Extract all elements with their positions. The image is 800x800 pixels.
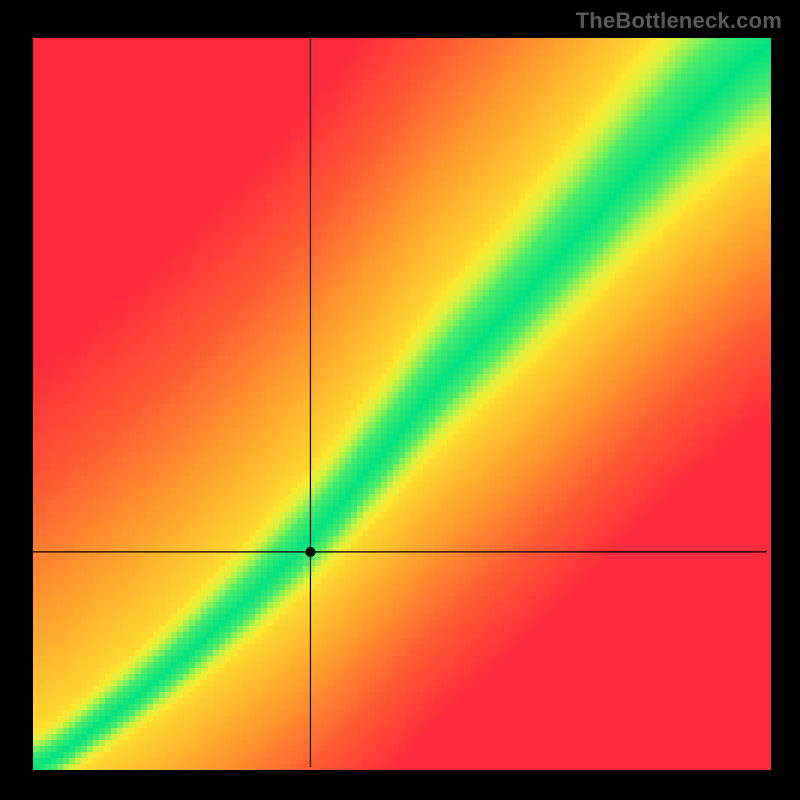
chart-container: TheBottleneck.com <box>0 0 800 800</box>
watermark-text: TheBottleneck.com <box>576 8 782 34</box>
overlay-canvas <box>0 0 800 800</box>
